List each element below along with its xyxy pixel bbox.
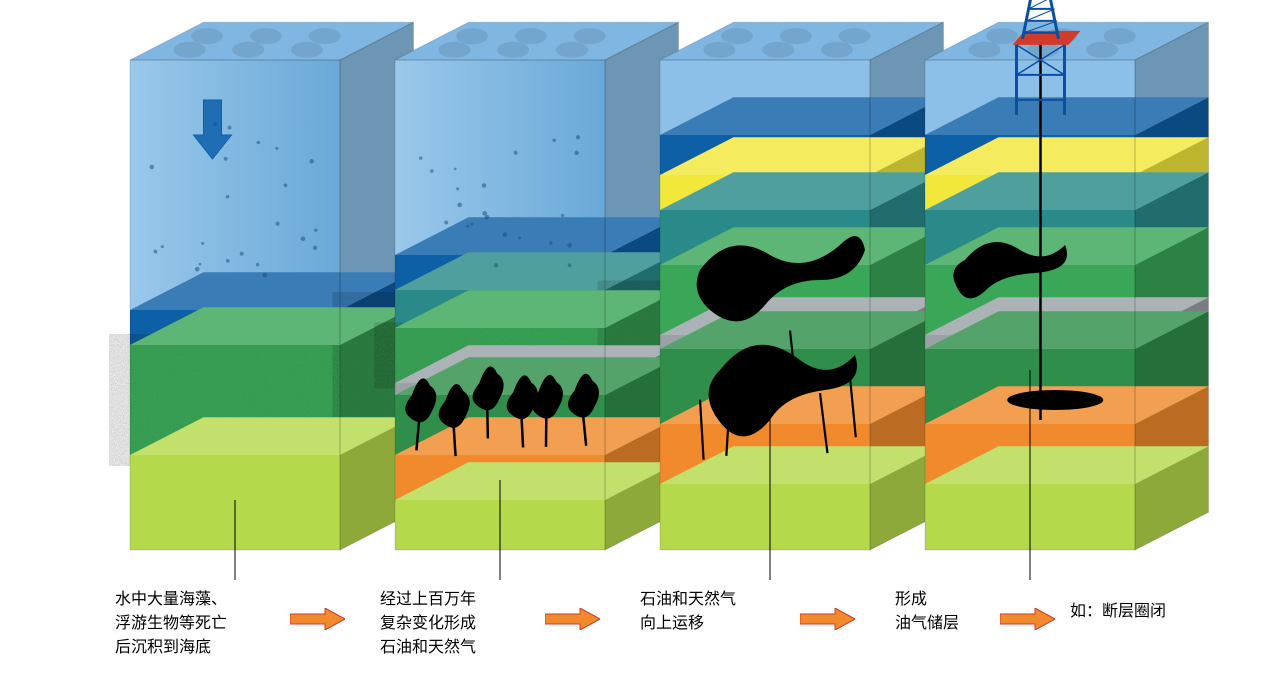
flow-arrow-3 (800, 608, 855, 630)
captions-row: 水中大量海藻、 浮游生物等死亡 后沉积到海底 经过上百万年 复杂变化形成 石油和… (0, 588, 1280, 678)
flow-arrow-1 (290, 608, 345, 630)
caption-3: 石油和天然气 向上运移 (640, 588, 736, 636)
flow-arrow-4 (1000, 608, 1055, 630)
caption-5: 如：断层圈闭 (1070, 600, 1166, 624)
caption-1: 水中大量海藻、 浮游生物等死亡 后沉积到海底 (115, 588, 227, 660)
caption-4: 形成 油气储层 (895, 588, 959, 636)
flow-arrow-2 (545, 608, 600, 630)
caption-2: 经过上百万年 复杂变化形成 石油和天然气 (380, 588, 476, 660)
formation-diagram (0, 0, 1280, 580)
